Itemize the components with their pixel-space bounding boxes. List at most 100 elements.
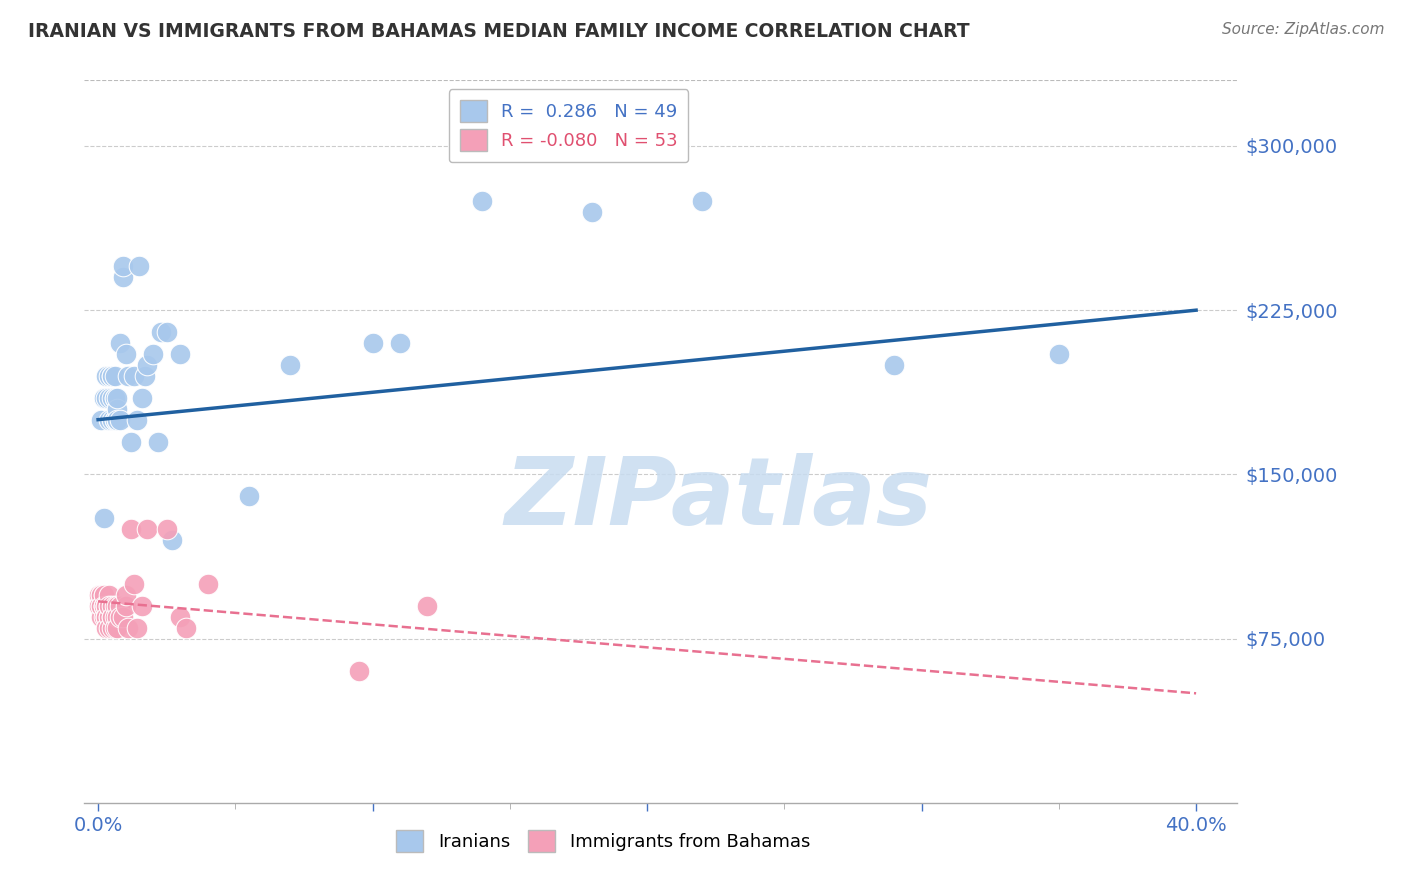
Point (103, 391, 125, 405)
Point (103, 368, 125, 383)
Point (98, 621, 121, 635)
Text: IRANIAN VS IMMIGRANTS FROM BAHAMAS MEDIAN FAMILY INCOME CORRELATION CHART: IRANIAN VS IMMIGRANTS FROM BAHAMAS MEDIA… (28, 22, 970, 41)
Point (93, 609, 115, 624)
Point (174, 621, 197, 635)
Point (101, 609, 124, 624)
Point (117, 621, 139, 635)
Point (111, 609, 134, 624)
Point (169, 347, 191, 361)
Point (114, 599, 136, 613)
Point (93, 588, 115, 602)
Point (89, 599, 111, 613)
Point (101, 391, 124, 405)
Point (105, 621, 128, 635)
Point (101, 412, 124, 426)
Text: Source: ZipAtlas.com: Source: ZipAtlas.com (1222, 22, 1385, 37)
Point (101, 609, 124, 624)
Point (389, 336, 412, 351)
Point (98, 588, 121, 602)
Point (108, 412, 131, 426)
Point (131, 391, 153, 405)
Point (98, 391, 121, 405)
Point (131, 599, 153, 613)
Point (108, 609, 131, 624)
Point (96, 368, 118, 383)
Point (103, 412, 125, 426)
Point (169, 609, 191, 624)
Point (93, 511, 115, 525)
Point (103, 599, 125, 613)
Point (136, 358, 159, 372)
Point (98, 368, 121, 383)
Point (93, 391, 115, 405)
Point (96, 609, 118, 624)
Point (690, 194, 713, 208)
Point (156, 325, 179, 339)
Point (278, 358, 301, 372)
Point (103, 621, 125, 635)
Point (96, 609, 118, 624)
Point (98, 599, 121, 613)
Point (156, 522, 179, 536)
Point (148, 434, 170, 449)
Point (125, 412, 148, 426)
Point (105, 412, 128, 426)
Point (93, 599, 115, 613)
Point (111, 260, 134, 274)
Point (361, 336, 384, 351)
Point (89, 588, 111, 602)
Point (471, 194, 494, 208)
Point (96, 621, 118, 635)
Point (98, 609, 121, 624)
Point (101, 621, 124, 635)
Point (122, 368, 145, 383)
Point (128, 260, 150, 274)
Point (105, 599, 128, 613)
Point (122, 577, 145, 591)
Point (98, 412, 121, 426)
Point (347, 665, 370, 679)
Point (105, 401, 128, 416)
Point (111, 270, 134, 285)
Point (120, 434, 142, 449)
Point (93, 599, 115, 613)
Point (103, 412, 125, 426)
Point (101, 599, 124, 613)
Point (90, 588, 112, 602)
Point (108, 599, 131, 613)
Point (105, 412, 128, 426)
Point (883, 358, 905, 372)
Point (90, 588, 112, 602)
Point (105, 391, 128, 405)
Point (98, 599, 121, 613)
Point (96, 391, 118, 405)
Point (581, 204, 603, 219)
Point (96, 599, 118, 613)
Point (120, 522, 142, 536)
Point (197, 577, 219, 591)
Point (1047, 347, 1070, 361)
Point (150, 325, 173, 339)
Point (142, 347, 165, 361)
Point (96, 609, 118, 624)
Point (114, 347, 136, 361)
Point (238, 489, 260, 503)
Point (103, 391, 125, 405)
Point (96, 599, 118, 613)
Point (105, 609, 128, 624)
Point (93, 599, 115, 613)
Point (136, 522, 159, 536)
Point (101, 368, 124, 383)
Point (134, 368, 156, 383)
Point (125, 621, 148, 635)
Text: ZIPatlas: ZIPatlas (505, 453, 932, 545)
Point (90, 599, 112, 613)
Point (114, 588, 136, 602)
Point (416, 599, 439, 613)
Point (98, 609, 121, 624)
Point (103, 609, 125, 624)
Point (101, 368, 124, 383)
Point (90, 599, 112, 613)
Point (160, 533, 183, 547)
Legend: Iranians, Immigrants from Bahamas: Iranians, Immigrants from Bahamas (389, 822, 817, 859)
